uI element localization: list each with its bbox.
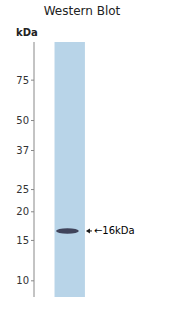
- y-tick-label: 50: [16, 115, 29, 126]
- y-tick: [31, 211, 34, 212]
- y-tick-label: 25: [16, 184, 29, 195]
- y-tick-label: 15: [16, 235, 29, 246]
- gel-lane: [55, 42, 85, 297]
- y-tick-label: 37: [16, 145, 29, 156]
- y-tick: [31, 80, 34, 81]
- band-label: ←16kDa: [94, 225, 135, 236]
- arrow-head: [86, 228, 90, 233]
- y-tick-label: 75: [16, 75, 29, 86]
- y-label: kDa: [16, 27, 38, 38]
- plot-area: [55, 42, 85, 297]
- title: Western Blot: [44, 4, 121, 18]
- y-tick-label: 10: [16, 275, 29, 286]
- y-tick: [31, 189, 34, 190]
- y-tick: [31, 120, 34, 121]
- y-tick-label: 20: [16, 206, 29, 217]
- chart-container: Western Blot kDa 75 50 37 25 20 15 10 ←16kDa: [0, 0, 190, 309]
- y-tick: [31, 150, 34, 151]
- y-tick: [31, 240, 34, 241]
- chart: Western Blot kDa 75 50 37 25 20 15 10 ←16kDa: [0, 0, 190, 309]
- band: [56, 228, 79, 233]
- y-tick: [31, 280, 34, 281]
